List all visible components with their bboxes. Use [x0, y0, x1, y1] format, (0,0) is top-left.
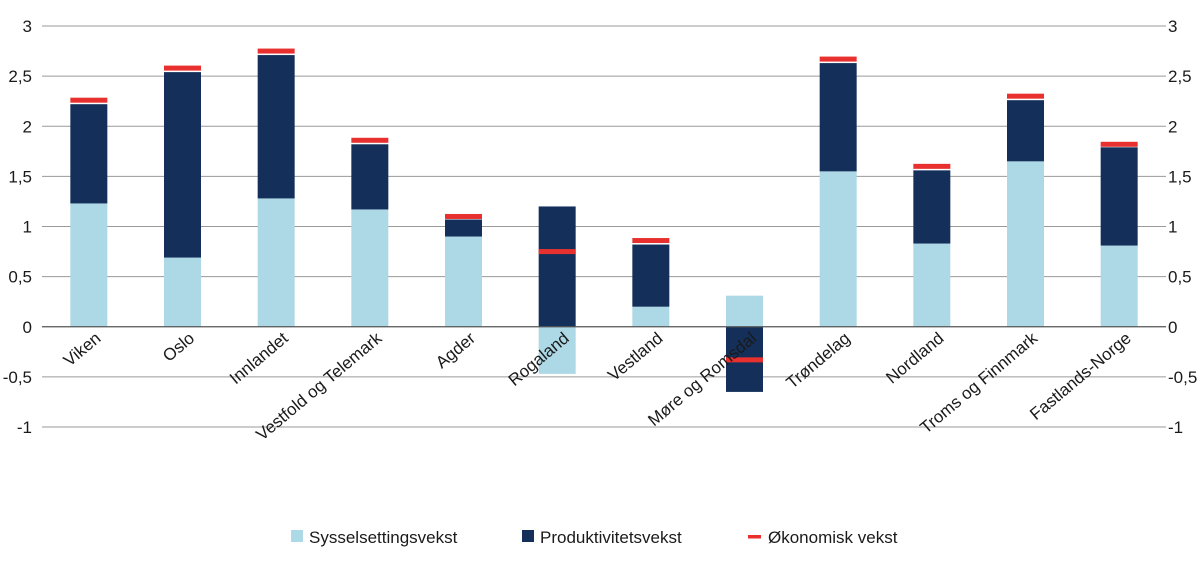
bar-produktivitetsvekst-vestland [632, 244, 670, 307]
bar-sysselsettingsvekst-fastlands-norge [1100, 245, 1138, 327]
bar-produktivitetsvekst-fastlands-norge [1100, 147, 1138, 246]
legend-label-okonomisk-vekst: Økonomisk vekst [768, 528, 898, 547]
bar-sysselsettingsvekst-vestland [632, 306, 670, 327]
legend: Sysselsettingsvekst Produktivitetsvekst … [291, 528, 898, 547]
bar-sysselsettingsvekst-trondelag [819, 171, 857, 327]
legend-swatch-produktivitetsvekst [522, 530, 534, 542]
bar-sysselsettingsvekst-innlandet [257, 198, 295, 327]
bar-produktivitetsvekst-viken [70, 104, 108, 204]
bar-produktivitetsvekst-vestfold-og-telemark [351, 144, 389, 210]
y-axis-right: 3 2,5 2 1,5 1 0,5 0 -0,5 -1 [1168, 17, 1197, 437]
marker-okonomisk-vekst-rogaland [538, 249, 576, 255]
legend-swatch-sysselsettingsvekst [291, 530, 303, 542]
category-label-agder: Agder [432, 328, 479, 372]
bar-produktivitetsvekst-innlandet [257, 55, 295, 199]
marker-okonomisk-vekst-more-og-romsdal [726, 357, 763, 363]
y-tick-label-left: 0,5 [8, 268, 32, 287]
gridlines [42, 25, 1166, 428]
y-tick-label-right: -0,5 [1168, 368, 1197, 387]
y-tick-label-left: 1 [23, 218, 32, 237]
bar-sysselsettingsvekst-more-og-romsdal [726, 295, 763, 327]
marker-okonomisk-vekst-viken [70, 97, 108, 103]
y-tick-label-left: 0 [23, 318, 32, 337]
bar-produktivitetsvekst-troms-og-finnmark [1007, 100, 1044, 162]
marker-okonomisk-vekst-troms-og-finnmark [1007, 93, 1044, 99]
y-tick-label-right: 0,5 [1168, 268, 1192, 287]
category-label-oslo: Oslo [159, 329, 198, 366]
y-tick-label-left: 1,5 [8, 167, 32, 186]
y-tick-label-right: 2,5 [1168, 67, 1192, 86]
marker-okonomisk-vekst-trondelag [819, 56, 857, 62]
y-tick-label-right: 1 [1168, 218, 1177, 237]
marker-okonomisk-vekst-agder [445, 213, 482, 219]
bar-produktivitetsvekst-agder [445, 219, 482, 237]
legend-label-produktivitetsvekst: Produktivitetsvekst [540, 528, 682, 547]
marker-okonomisk-vekst-nordland [913, 163, 951, 169]
y-axis-left: 3 2,5 2 1,5 1 0,5 0 -0,5 -1 [3, 17, 32, 437]
bar-sysselsettingsvekst-nordland [913, 243, 951, 327]
marker-okonomisk-vekst-fastlands-norge [1100, 141, 1138, 147]
y-tick-label-left: 2 [23, 117, 32, 136]
bar-produktivitetsvekst-oslo [164, 72, 201, 258]
marker-okonomisk-vekst-vestfold-og-telemark [351, 137, 389, 143]
category-label-trondelag: Trøndelag [783, 329, 854, 393]
y-tick-label-right: -1 [1168, 418, 1183, 437]
y-tick-label-right: 1,5 [1168, 167, 1192, 186]
bar-produktivitetsvekst-rogaland [538, 206, 576, 327]
bar-sysselsettingsvekst-agder [445, 236, 482, 327]
marker-okonomisk-vekst-innlandet [257, 48, 295, 54]
bar-produktivitetsvekst-nordland [913, 170, 951, 244]
legend-label-sysselsettingsvekst: Sysselsettingsvekst [309, 528, 458, 547]
category-label-viken: Viken [60, 329, 105, 371]
y-tick-label-left: -1 [17, 418, 32, 437]
legend-swatch-okonomisk-vekst [748, 535, 761, 539]
bar-sysselsettingsvekst-troms-og-finnmark [1007, 161, 1044, 327]
bar-produktivitetsvekst-trondelag [819, 63, 857, 172]
bar-sysselsettingsvekst-vestfold-og-telemark [351, 209, 389, 327]
y-tick-label-left: -0,5 [3, 368, 32, 387]
y-tick-label-right: 2 [1168, 117, 1177, 136]
bar-sysselsettingsvekst-oslo [164, 257, 201, 327]
category-label-nordland: Nordland [882, 329, 947, 388]
y-tick-label-left: 2,5 [8, 67, 32, 86]
category-label-innlandet: Innlandet [226, 328, 292, 388]
y-tick-label-left: 3 [23, 17, 32, 36]
bar-sysselsettingsvekst-rogaland [538, 326, 576, 374]
marker-okonomisk-vekst-vestland [632, 238, 670, 244]
marker-okonomisk-vekst-oslo [164, 65, 201, 71]
y-tick-label-right: 3 [1168, 17, 1177, 36]
category-label-fastlands-norge: Fastlands-Norge [1026, 329, 1134, 424]
growth-markers [70, 48, 1138, 363]
bars [70, 55, 1138, 392]
y-tick-label-right: 0 [1168, 318, 1177, 337]
bar-sysselsettingsvekst-viken [70, 203, 108, 327]
